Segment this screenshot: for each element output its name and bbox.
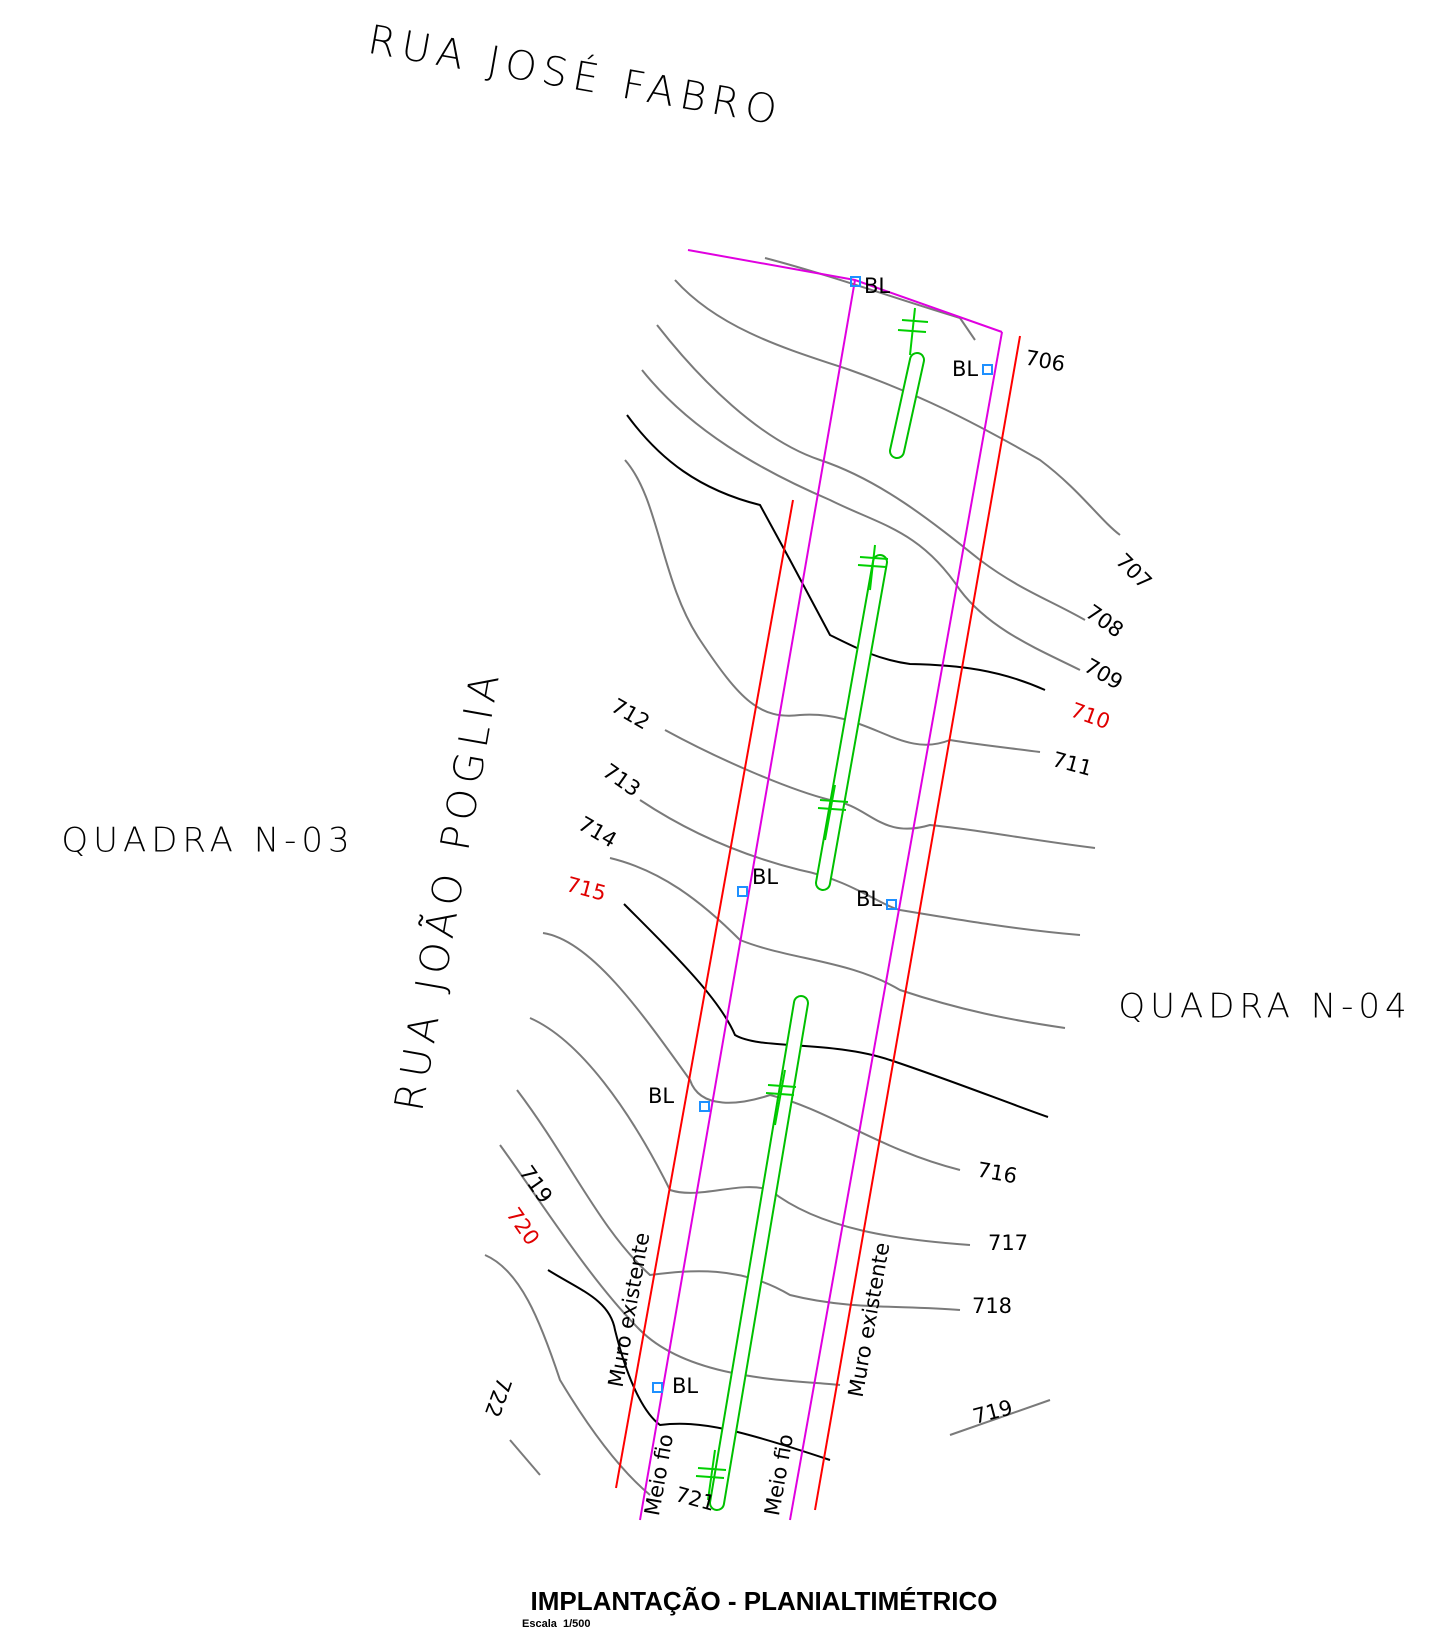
street-name: RUA JOÃO POGLIA xyxy=(384,664,509,1114)
contour-label: 706 xyxy=(1023,346,1067,377)
contour-label: 712 xyxy=(607,694,654,735)
bl-label: BL xyxy=(648,1084,674,1108)
contour-label: 709 xyxy=(1080,654,1127,695)
bl-markers xyxy=(652,276,993,1393)
block-name: QUADRA N-04 xyxy=(1118,987,1411,1027)
annotation: Muro existente xyxy=(604,1231,655,1389)
pipes xyxy=(695,307,929,1511)
block-name: QUADRA N-03 xyxy=(61,821,354,861)
contour-label: 711 xyxy=(1050,747,1095,781)
street-name: RUA JOSÉ FABRO xyxy=(365,15,787,135)
bl-label: BL xyxy=(672,1374,698,1398)
contour-label: 708 xyxy=(1081,600,1128,643)
contour-label: 719 xyxy=(514,1161,557,1208)
contour-label: 714 xyxy=(574,812,621,853)
contour-label: 715 xyxy=(564,872,609,906)
drawing-title: IMPLANTAÇÃO - PLANIALTIMÉTRICO xyxy=(531,1586,998,1616)
contour-label: 722 xyxy=(480,1374,516,1420)
contour-label: 717 xyxy=(988,1231,1028,1255)
drawing-scale: Escala 1/500 xyxy=(522,1618,591,1630)
contour-label: 721 xyxy=(673,1482,718,1516)
annotation: Muro existente xyxy=(844,1241,895,1399)
contour-label: 713 xyxy=(598,759,645,802)
bl-label: BL xyxy=(952,357,978,381)
contour-label: 720 xyxy=(501,1203,544,1250)
contour-label: 719 xyxy=(970,1395,1015,1429)
lot-lines xyxy=(615,249,1021,1521)
contour-label: 718 xyxy=(972,1294,1012,1318)
contour-label: 707 xyxy=(1111,549,1156,594)
contour-label: 716 xyxy=(975,1158,1019,1189)
bl-label: BL xyxy=(856,887,882,911)
contour-label: 710 xyxy=(1067,698,1113,734)
bl-label: BL xyxy=(752,865,778,889)
bl-label: BL xyxy=(864,274,890,298)
